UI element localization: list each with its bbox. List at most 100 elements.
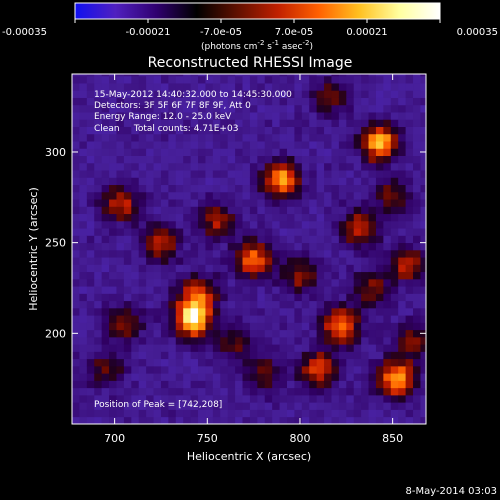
heatmap-cell	[324, 366, 332, 374]
heatmap-cell	[250, 395, 258, 403]
heatmap-cell	[398, 388, 406, 396]
heatmap-cell	[250, 112, 258, 120]
heatmap-cell	[102, 163, 110, 171]
heatmap-cell	[183, 286, 191, 294]
heatmap-cell	[257, 395, 265, 403]
heatmap-cell	[369, 351, 377, 359]
heatmap-cell	[265, 127, 273, 135]
heatmap-cell	[354, 344, 362, 352]
heatmap-cell	[191, 243, 199, 251]
heatmap-cell	[420, 308, 428, 316]
heatmap-cell	[406, 264, 414, 272]
heatmap-cell	[94, 301, 102, 309]
heatmap-cell	[79, 315, 87, 323]
heatmap-cell	[72, 127, 80, 135]
heatmap-cell	[168, 250, 176, 258]
heatmap-cell	[391, 330, 399, 338]
heatmap-cell	[243, 185, 251, 193]
heatmap-cell	[398, 148, 406, 156]
heatmap-cell	[324, 293, 332, 301]
heatmap-cell	[183, 279, 191, 287]
heatmap-cell	[235, 206, 243, 214]
heatmap-cell	[235, 148, 243, 156]
heatmap-cell	[87, 293, 95, 301]
heatmap-cell	[339, 98, 347, 106]
heatmap-cell	[354, 98, 362, 106]
x-tick-label: 850	[382, 432, 403, 445]
heatmap-cell	[176, 134, 184, 142]
heatmap-cell	[346, 337, 354, 345]
heatmap-cell	[280, 105, 288, 113]
heatmap-cell	[309, 402, 317, 410]
heatmap-cell	[309, 395, 317, 403]
heatmap-cell	[369, 83, 377, 91]
heatmap-cell	[183, 351, 191, 359]
heatmap-cell	[272, 366, 280, 374]
heatmap-cell	[183, 322, 191, 330]
heatmap-cell	[383, 395, 391, 403]
heatmap-cell	[131, 76, 139, 84]
heatmap-cell	[198, 308, 206, 316]
heatmap-cell	[354, 250, 362, 258]
y-tick-label: 200	[45, 327, 66, 340]
heatmap-cell	[376, 301, 384, 309]
heatmap-cell	[72, 315, 80, 323]
heatmap-cell	[391, 192, 399, 200]
heatmap-cell	[391, 141, 399, 149]
heatmap-cell	[79, 177, 87, 185]
heatmap-cell	[198, 228, 206, 236]
heatmap-cell	[272, 156, 280, 164]
heatmap-cell	[287, 199, 295, 207]
heatmap-cell	[220, 76, 228, 84]
heatmap-cell	[213, 235, 221, 243]
heatmap-cell	[272, 308, 280, 316]
heatmap-cell	[361, 199, 369, 207]
heatmap-cell	[398, 315, 406, 323]
heatmap-cell	[265, 170, 273, 178]
heatmap-cell	[139, 264, 147, 272]
heatmap-cell	[220, 380, 228, 388]
heatmap-cell	[139, 141, 147, 149]
heatmap-cell	[406, 366, 414, 374]
heatmap-cell	[287, 264, 295, 272]
heatmap-cell	[339, 395, 347, 403]
heatmap-cell	[420, 192, 428, 200]
heatmap-cell	[72, 402, 80, 410]
heatmap-cell	[324, 257, 332, 265]
heatmap-cell	[146, 148, 154, 156]
heatmap-cell	[309, 206, 317, 214]
heatmap-cell	[361, 134, 369, 142]
heatmap-cell	[139, 359, 147, 367]
heatmap-cell	[161, 177, 169, 185]
heatmap-cell	[109, 351, 117, 359]
heatmap-cell	[139, 163, 147, 171]
heatmap-cell	[317, 90, 325, 98]
heatmap-cell	[280, 366, 288, 374]
heatmap-cell	[213, 221, 221, 229]
heatmap-cell	[228, 228, 236, 236]
heatmap-cell	[146, 214, 154, 222]
heatmap-cell	[220, 199, 228, 207]
heatmap-cell	[205, 221, 213, 229]
heatmap-cell	[124, 351, 132, 359]
heatmap-cell	[116, 359, 124, 367]
heatmap-cell	[294, 243, 302, 251]
heatmap-cell	[87, 192, 95, 200]
heatmap-cell	[94, 228, 102, 236]
heatmap-cell	[346, 395, 354, 403]
heatmap-cell	[131, 170, 139, 178]
heatmap-cell	[420, 359, 428, 367]
heatmap-cell	[79, 112, 87, 120]
heatmap-cell	[361, 214, 369, 222]
heatmap-cell	[146, 156, 154, 164]
colorbar-tick-label: 0.00021	[346, 27, 387, 38]
heatmap-cell	[331, 221, 339, 229]
heatmap-cell	[220, 250, 228, 258]
heatmap-cell	[324, 185, 332, 193]
heatmap-cell	[361, 322, 369, 330]
heatmap-cell	[398, 83, 406, 91]
heatmap-cell	[191, 366, 199, 374]
heatmap-cell	[317, 141, 325, 149]
heatmap-cell	[250, 359, 258, 367]
heatmap-cell	[72, 388, 80, 396]
